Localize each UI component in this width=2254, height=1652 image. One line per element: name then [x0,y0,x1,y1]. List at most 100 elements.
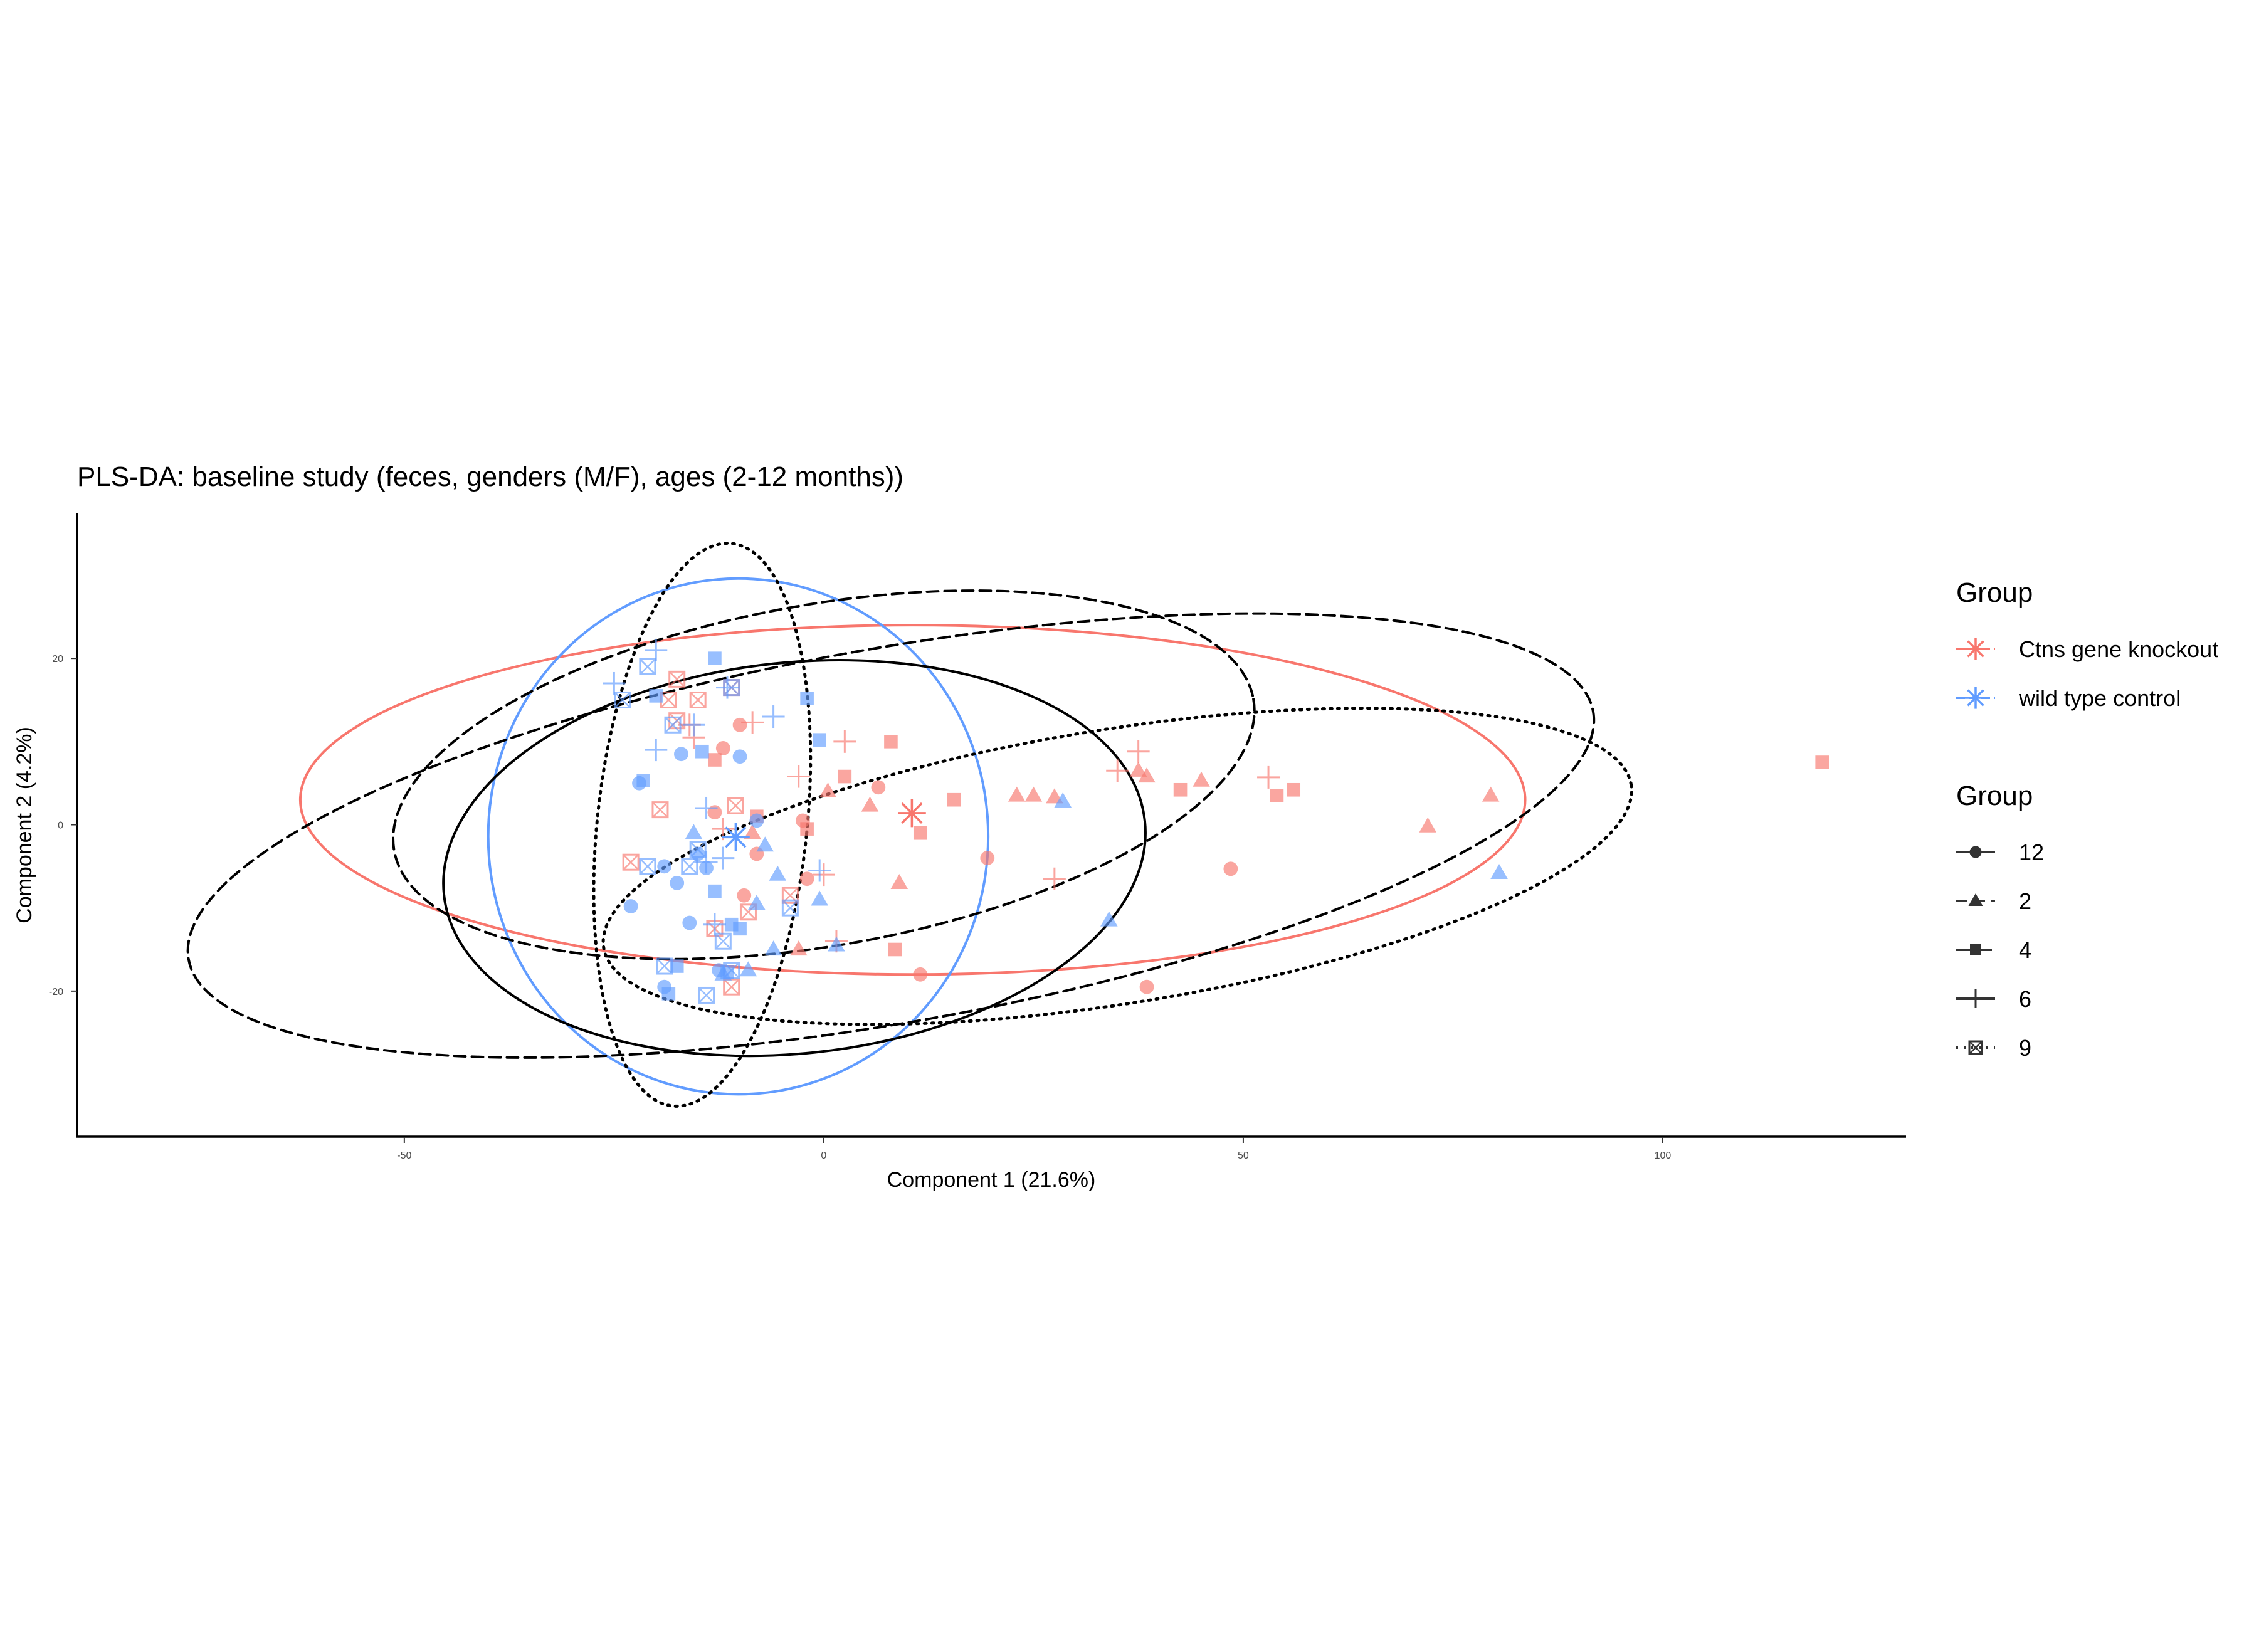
data-point [947,792,961,807]
data-point [813,733,826,747]
legend-item-6: 6 [1956,986,2031,1012]
legend-label: 6 [2019,986,2031,1012]
ellipse-12 [442,658,1147,1058]
data-point [1127,740,1150,763]
data-point [1100,911,1118,927]
data-point [651,801,669,819]
data-point [749,813,764,828]
legend-title: Group [1956,781,2033,811]
data-point [871,780,886,795]
legend-label: 4 [2019,937,2031,963]
legend-key-4 [1970,944,1981,955]
data-point [685,824,703,839]
data-point [787,765,810,788]
y-tick-label: 20 [52,654,63,665]
y-tick-label: 0 [58,821,63,831]
chart-title: PLS-DA: baseline study (feces, genders (… [77,461,903,492]
ellipse-knockout [298,624,1527,976]
legend-key-6 [1966,989,1985,1008]
data-point [1008,786,1026,802]
y-tick-label: -20 [49,987,63,997]
data-point [603,671,626,695]
data-point [769,865,787,881]
legend-item-12: 12 [1956,839,2044,865]
legend-label: 2 [2019,888,2031,914]
x-tick-label: 50 [1238,1150,1249,1161]
legend-item-4: 4 [1956,937,2031,963]
legend-item-knockout: Ctns gene knockout [1956,636,2218,662]
data-point [789,940,808,956]
data-point [645,739,668,762]
data-point [756,836,774,852]
data-point [664,716,682,734]
data-point [913,826,927,840]
legend-title: Group [1956,577,2033,608]
x-tick-label: 0 [821,1150,826,1161]
data-point [828,936,845,952]
centroid-wildtype [721,823,750,851]
data-point [762,705,785,729]
data-point [695,744,709,759]
ellipse-4 [392,589,1256,960]
data-point [1257,765,1280,789]
data-point [720,965,734,979]
data-point [636,774,650,787]
data-point [833,730,856,753]
data-point [980,851,995,865]
centroid-knockout [897,799,926,828]
legend-item-2: 2 [1956,888,2031,914]
data-point [670,959,684,973]
legend-panel: Group Ctns gene knockout wild type control… [1956,577,2218,1061]
data-point [888,942,902,957]
data-point [1419,817,1437,833]
data-point [808,859,831,882]
data-point [732,749,747,764]
data-point [727,797,744,814]
ellipse-2 [186,612,1596,1059]
data-point [799,871,814,887]
data-point [723,978,740,996]
data-point [732,717,747,732]
data-point [712,846,735,870]
data-point [639,658,656,675]
data-point [723,679,740,697]
centroid-layer [721,799,926,851]
data-point [764,940,782,956]
data-point [622,853,640,871]
legend-key-knockout [1964,638,1987,660]
ellipse-wildtype [487,577,990,1096]
data-point [744,824,761,839]
data-point [614,692,631,708]
data-point [1139,979,1154,994]
data-point [884,735,898,749]
x-tick-label: -50 [397,1150,411,1161]
data-point [1270,789,1284,802]
data-point [838,769,852,784]
data-point [1287,782,1301,797]
data-point [1482,786,1500,802]
x-tick-label: 100 [1655,1150,1672,1161]
legend-label: 12 [2019,839,2044,865]
data-point [1490,864,1508,880]
data-point [682,915,697,930]
data-point [737,888,752,903]
data-point [639,858,656,875]
data-point [715,741,730,755]
data-point [657,859,672,874]
data-point [674,747,688,762]
data-point [668,670,686,688]
data-point [649,689,663,703]
data-point [1106,759,1129,782]
data-point [708,884,722,898]
data-point [645,638,668,661]
data-point [800,692,814,705]
data-point [1223,861,1238,876]
data-point [689,692,707,708]
x-axis-label: Component 1 (21.6%) [887,1168,1096,1192]
data-point [682,713,705,737]
data-point [656,957,673,975]
data-point [670,875,685,890]
data-point [1815,755,1829,769]
data-point [660,692,677,708]
